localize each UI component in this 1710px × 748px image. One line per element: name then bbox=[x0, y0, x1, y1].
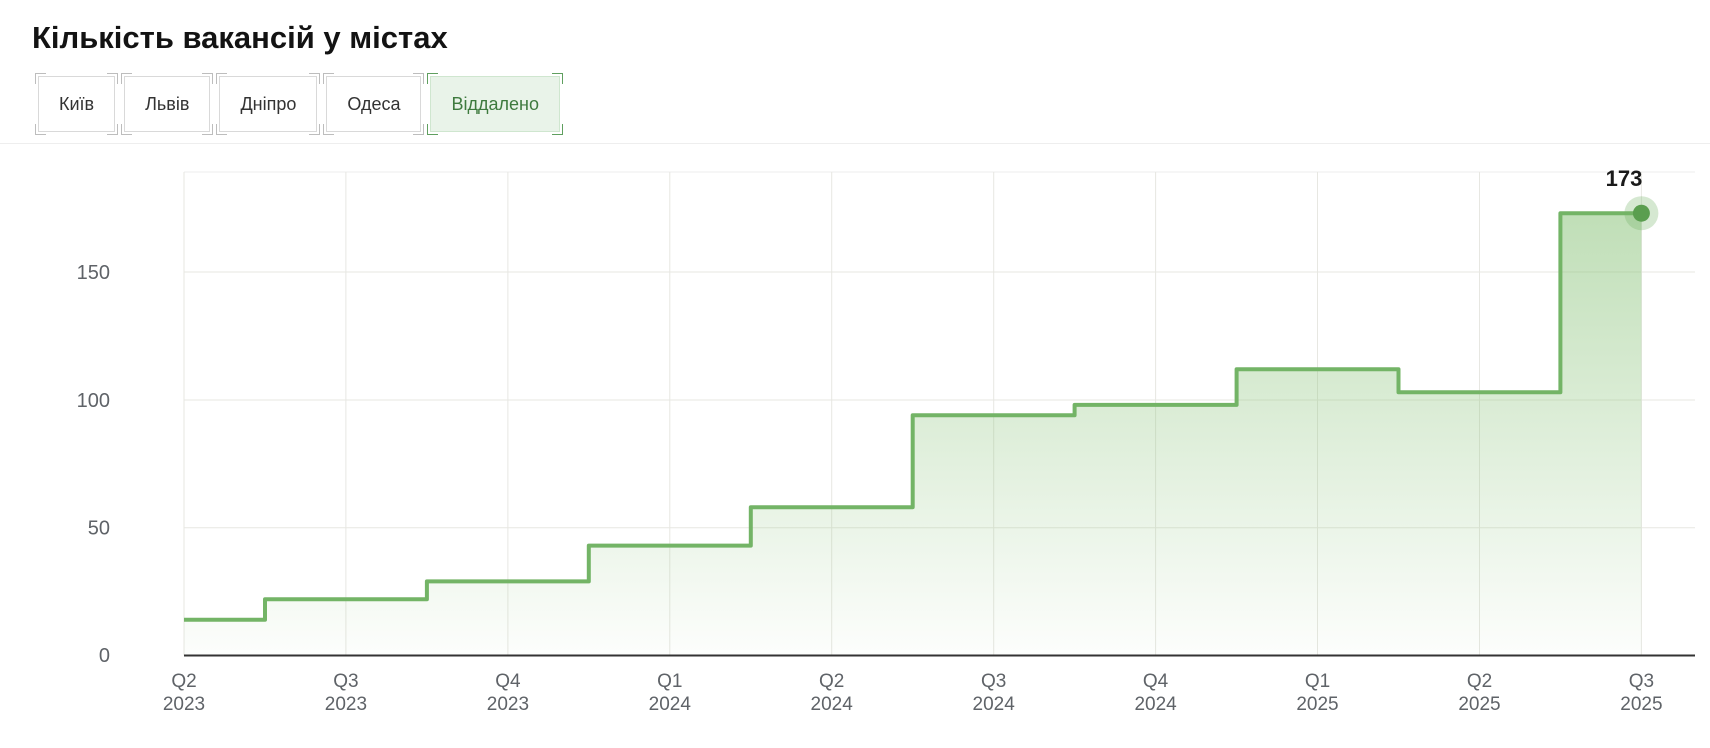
svg-text:Q4: Q4 bbox=[1143, 671, 1169, 692]
svg-text:2023: 2023 bbox=[325, 694, 367, 715]
svg-text:2025: 2025 bbox=[1296, 694, 1338, 715]
svg-text:2025: 2025 bbox=[1458, 694, 1500, 715]
svg-text:Q1: Q1 bbox=[657, 671, 682, 692]
svg-text:Q4: Q4 bbox=[495, 671, 521, 692]
svg-text:Q3: Q3 bbox=[1629, 671, 1654, 692]
svg-text:Q2: Q2 bbox=[171, 671, 196, 692]
svg-text:2024: 2024 bbox=[1134, 694, 1177, 715]
svg-text:Q2: Q2 bbox=[1467, 671, 1492, 692]
svg-text:100: 100 bbox=[77, 390, 110, 412]
svg-text:2024: 2024 bbox=[649, 694, 692, 715]
svg-text:2024: 2024 bbox=[811, 694, 854, 715]
svg-text:Q3: Q3 bbox=[981, 671, 1006, 692]
svg-text:Q1: Q1 bbox=[1305, 671, 1330, 692]
svg-text:Q2: Q2 bbox=[819, 671, 844, 692]
svg-text:150: 150 bbox=[77, 262, 110, 284]
svg-text:50: 50 bbox=[88, 518, 110, 540]
svg-text:Q3: Q3 bbox=[333, 671, 358, 692]
svg-text:0: 0 bbox=[99, 645, 110, 667]
svg-text:2023: 2023 bbox=[163, 694, 205, 715]
svg-text:2025: 2025 bbox=[1620, 694, 1662, 715]
svg-text:2023: 2023 bbox=[487, 694, 529, 715]
svg-text:173: 173 bbox=[1606, 166, 1643, 191]
svg-text:2024: 2024 bbox=[973, 694, 1016, 715]
